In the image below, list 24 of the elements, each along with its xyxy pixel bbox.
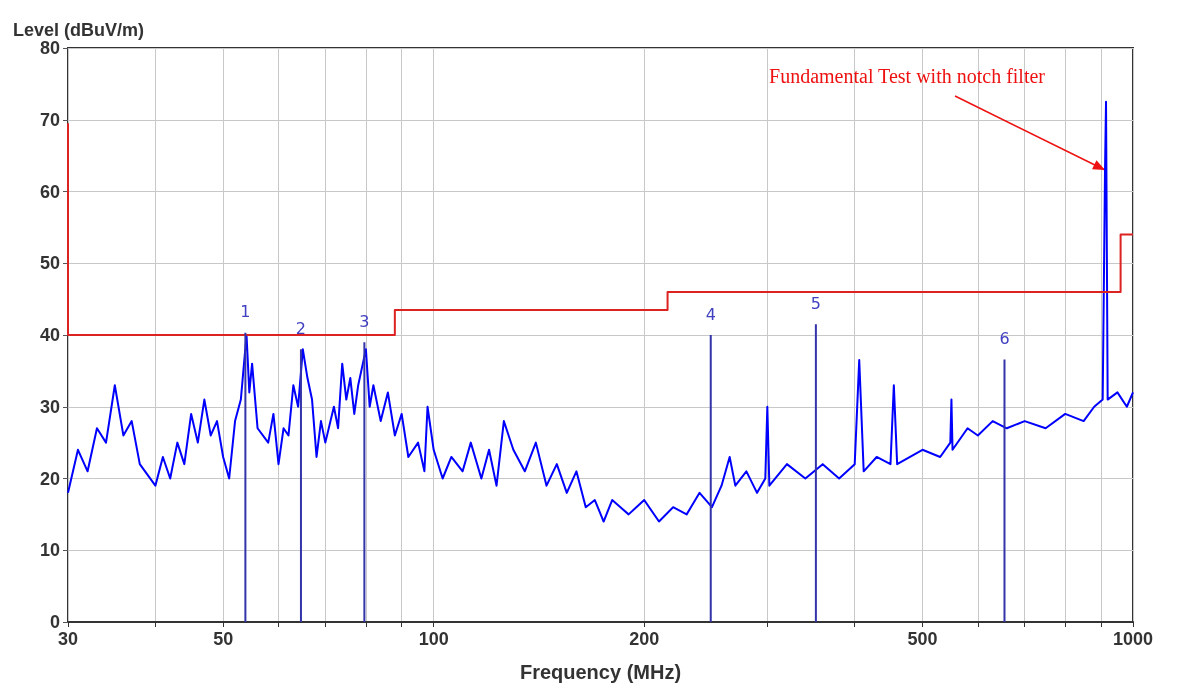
y-tick-label: 40 [39,325,60,345]
annotation: 1 [240,302,251,322]
annotation: 2 [295,318,307,338]
y-tick-label: 50 [39,253,60,274]
x-tick-label: 1000 [1112,629,1154,649]
y-axis-title: Level (dBuV/m) [13,20,145,41]
x-tick-label: 100 [418,629,449,649]
x-tick-label: 500 [907,629,938,649]
annotation: 4 [705,304,716,324]
y-tick-label: 60 [39,181,60,202]
x-tick-label: 50 [213,629,234,649]
x-tick-label: 200 [629,629,660,649]
y-tick-label: 70 [39,109,60,130]
y-tick-label: 80 [39,38,60,58]
y-tick-label: 20 [39,468,60,489]
annotation: Fundamental Test with notch filter [769,64,1046,87]
annotation: 5 [810,293,821,313]
x-axis-title: Frequency (MHz) [519,661,682,683]
y-tick-label: 10 [39,540,60,561]
y-tick-label: 30 [39,396,60,417]
annotation: 6 [999,328,1010,348]
x-tick-label: 30 [57,629,79,649]
annotation: 3 [359,311,370,331]
y-tick-label: 0 [49,612,60,632]
